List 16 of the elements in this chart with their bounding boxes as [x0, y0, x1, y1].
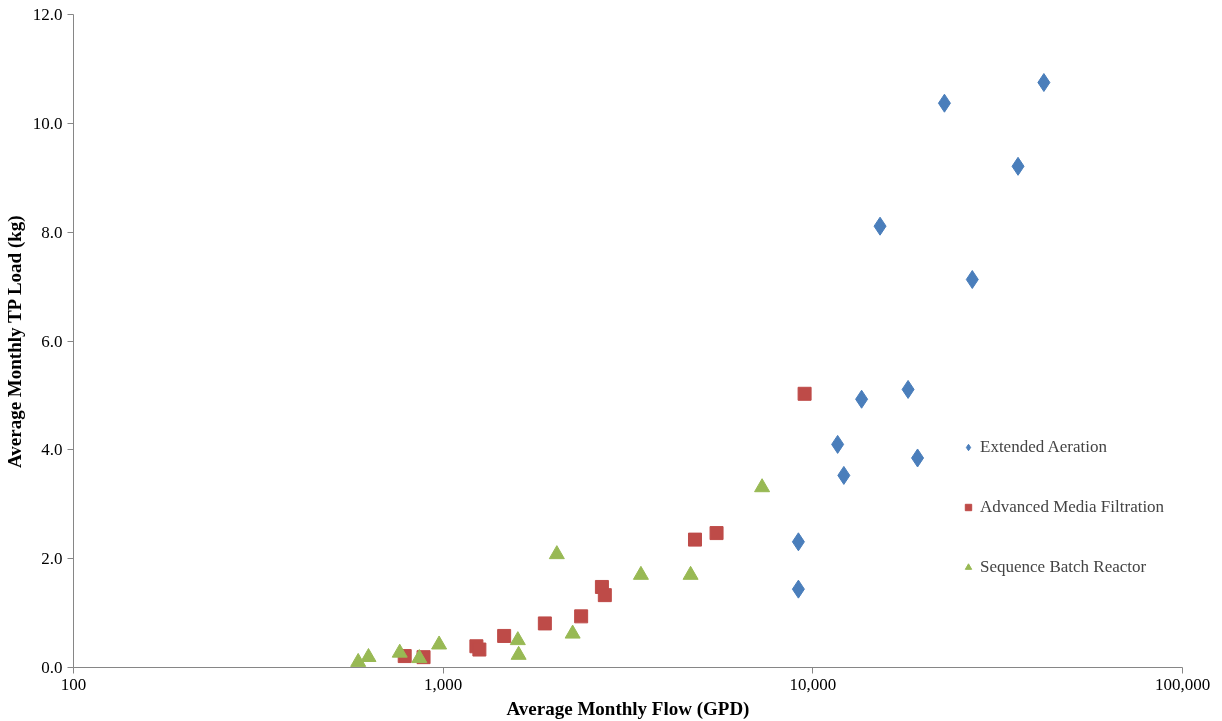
- x-tick-label: 10,000: [789, 674, 837, 694]
- y-tick-label: 2.0: [41, 549, 63, 569]
- x-axis-title: Average Monthly Flow (GPD): [506, 697, 750, 720]
- y-tick-label: 4.0: [41, 440, 63, 460]
- x-tick-label: 100,000: [1154, 674, 1211, 694]
- x-tick-label: 100: [60, 674, 87, 694]
- legend-label: Extended Aeration: [980, 437, 1107, 457]
- legend-label: Advanced Media Filtration: [980, 497, 1165, 517]
- legend-label: Sequence Batch Reactor: [980, 557, 1147, 577]
- y-tick-label: 12.0: [32, 5, 63, 24]
- y-axis-title: Average Monthly TP Load (kg): [3, 215, 26, 469]
- x-tick-label: 1,000: [424, 674, 463, 694]
- y-tick-label: 6.0: [41, 331, 63, 351]
- y-tick-label: 8.0: [41, 222, 63, 242]
- y-tick-label: 10.0: [32, 113, 63, 133]
- y-tick-label: 0.0: [41, 658, 63, 677]
